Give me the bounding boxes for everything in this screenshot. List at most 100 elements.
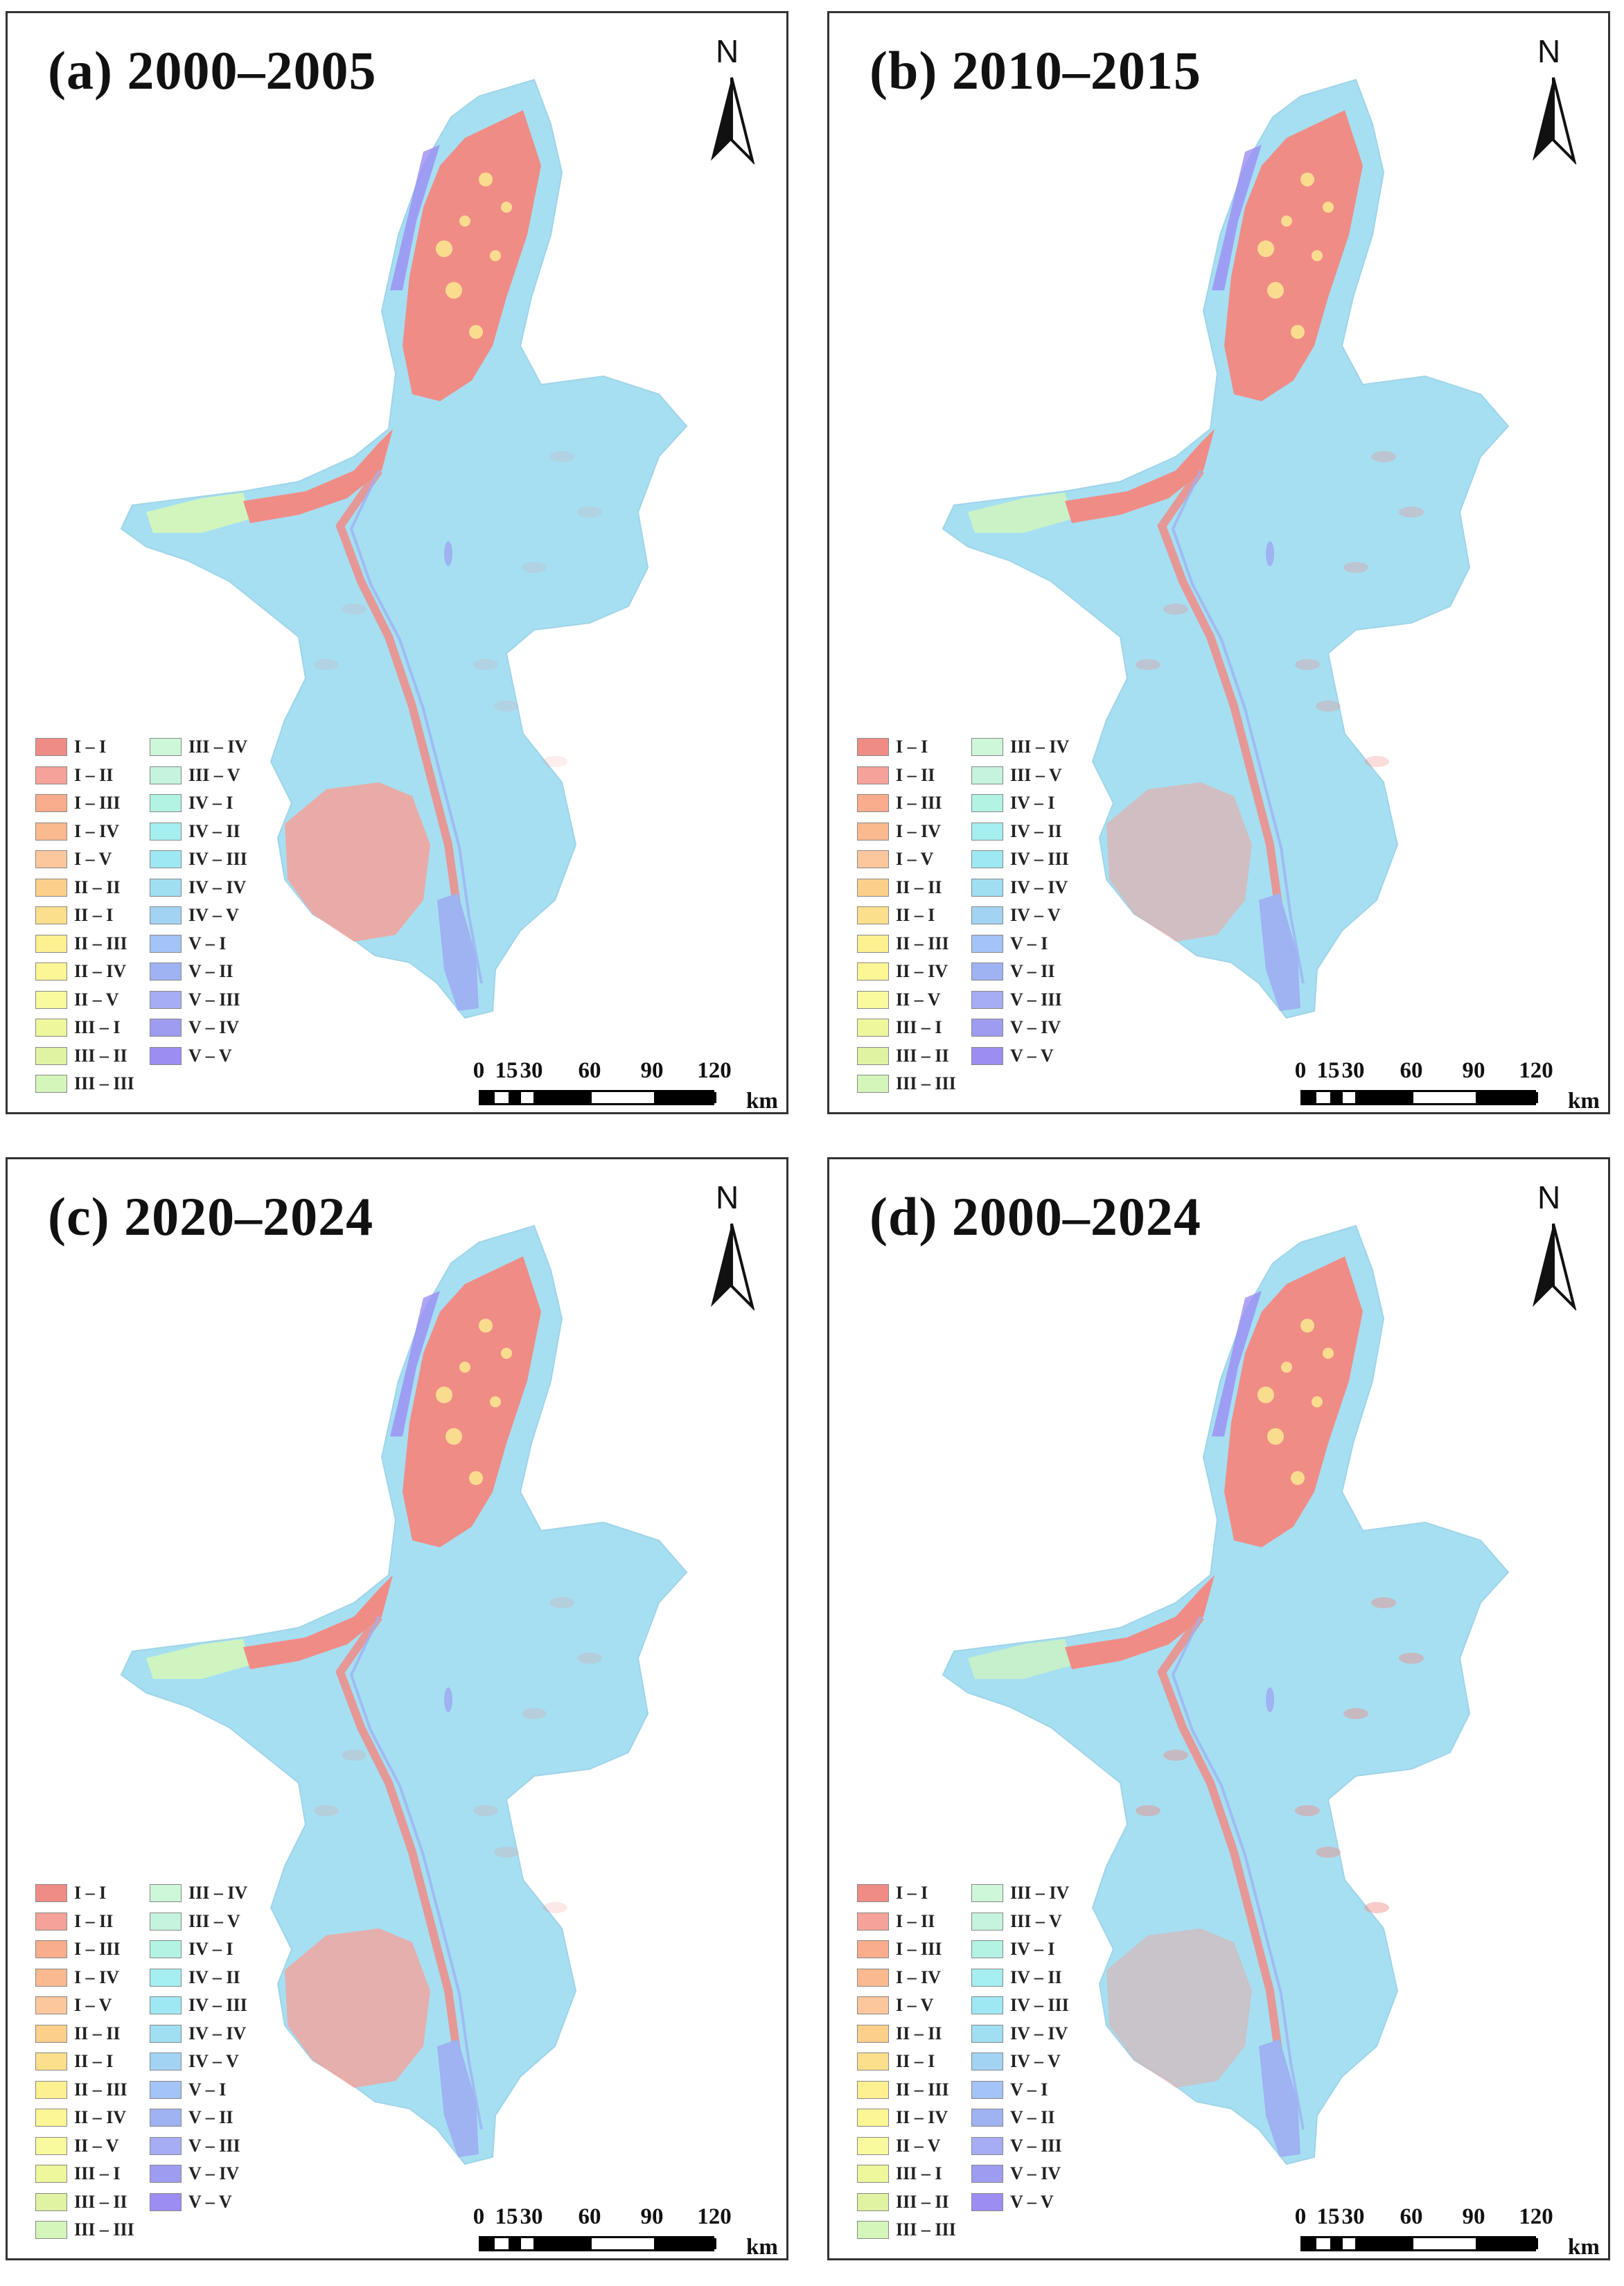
- scale-segment: [1355, 2238, 1413, 2249]
- legend-swatch: [857, 1019, 889, 1037]
- patch-class-ii-iii: [445, 282, 462, 299]
- legend-label: II – II: [74, 877, 121, 897]
- legend-item: V – V: [971, 2189, 1089, 2217]
- legend-label: IV – II: [1010, 820, 1062, 841]
- region-class-v-v-north: [390, 1291, 440, 1436]
- legend-label: V – V: [1010, 2191, 1054, 2212]
- legend-label: V – IV: [188, 2163, 240, 2183]
- legend-swatch: [971, 962, 1003, 981]
- legend-item: III – III: [857, 2217, 975, 2245]
- region-class-i-ii-south: [1106, 782, 1252, 942]
- legend-item: IV – III: [971, 846, 1089, 874]
- legend-label: V – IV: [188, 1017, 240, 1037]
- legend-item: II – I: [857, 2048, 975, 2077]
- patch-class-i-i: [342, 604, 367, 615]
- scale-bar: 0 15 30 60 90 120 km: [1273, 1058, 1600, 1112]
- scale-segment: [1330, 1092, 1343, 1103]
- legend-swatch: [971, 2052, 1003, 2070]
- legend-swatch: [971, 990, 1003, 1009]
- legend-item: II – I: [857, 902, 975, 931]
- patch-class-ii-iii: [1281, 216, 1292, 227]
- legend-label: III – I: [896, 1017, 942, 1037]
- legend-swatch: [857, 2165, 889, 2183]
- legend-label: III – II: [896, 2191, 949, 2212]
- legend-label: I – V: [896, 1995, 934, 2015]
- legend-swatch: [857, 1968, 889, 1987]
- scale-tick-label: 0: [1294, 2204, 1307, 2229]
- patch-class-i-i: [1136, 659, 1160, 670]
- patch-class-ii-iii: [1267, 1428, 1284, 1445]
- legend-item: IV – V: [150, 2048, 267, 2077]
- legend-label: IV – III: [1010, 849, 1069, 869]
- legend-item: IV – III: [971, 1992, 1089, 2021]
- legend-label: I – II: [896, 764, 935, 785]
- legend-item: I – III: [857, 790, 975, 818]
- patch-class-v-ii: [444, 541, 452, 566]
- north-label: N: [1537, 1179, 1561, 1215]
- legend-label: IV – V: [1010, 2051, 1061, 2071]
- scale-tick-label: 120: [697, 1058, 732, 1083]
- legend-item: III – II: [35, 1043, 153, 1071]
- patch-class-i-i: [1343, 562, 1368, 573]
- legend-item: V – IV: [150, 2161, 267, 2189]
- legend-item: II – V: [35, 2133, 153, 2161]
- region-class-i-i-belt: [243, 429, 393, 523]
- region-class-v-ii-south: [437, 2039, 479, 2157]
- patch-class-i-i: [1399, 1653, 1424, 1664]
- region-class-v-v-north: [390, 145, 440, 290]
- patch-class-ii-iii: [469, 325, 483, 339]
- legend-label: I – I: [896, 1883, 928, 1903]
- scale-segment: [495, 1092, 509, 1103]
- scale-tick-label: 60: [578, 2204, 601, 2229]
- legend-label: V – IV: [1010, 2163, 1061, 2183]
- legend-item: V – I: [150, 931, 267, 959]
- map-panel-b: (b) 2010–2015 N I – I I – II I – III I – IV I …: [827, 11, 1610, 1114]
- legend-item: III – I: [857, 2161, 975, 2189]
- scale-tick-label: 30: [1341, 1058, 1365, 1083]
- legend-swatch: [35, 850, 67, 868]
- legend-label: II – I: [74, 905, 114, 925]
- legend-swatch: [971, 822, 1003, 841]
- region-class-i-i-north: [1224, 1256, 1363, 1547]
- legend-item: I – II: [35, 1908, 153, 1937]
- legend-item: IV – I: [971, 790, 1089, 818]
- legend-label: III – I: [74, 2163, 121, 2183]
- legend-swatch: [971, 850, 1003, 868]
- legend-item: III – II: [857, 1043, 975, 1071]
- legend-item: I – V: [35, 846, 153, 874]
- scale-bar: 0 15 30 60 90 120 km: [1273, 2204, 1600, 2258]
- scale-tick-label: 15: [1316, 1058, 1340, 1083]
- legend-swatch: [150, 2136, 182, 2155]
- legend-label: V – V: [1010, 1045, 1054, 1066]
- scale-bar-strip: [1300, 2236, 1538, 2251]
- legend-label: III – III: [74, 2219, 134, 2240]
- legend-item: III – V: [150, 1908, 267, 1937]
- legend-swatch: [971, 2192, 1003, 2211]
- scale-segment: [521, 2238, 533, 2249]
- legend-item: V – IV: [150, 1014, 267, 1043]
- legend-label: IV – III: [1010, 1995, 1069, 2015]
- region-class-iii-iii: [146, 1639, 250, 1679]
- legend-item: V – V: [150, 1043, 267, 1071]
- legend-label: III – V: [188, 1910, 240, 1931]
- patch-class-ii-iii: [479, 1319, 493, 1333]
- legend-swatch: [971, 2080, 1003, 2099]
- patch-class-i-i: [1295, 1805, 1320, 1816]
- legend-item: I – V: [857, 1992, 975, 2021]
- scale-tick-label: 15: [495, 1058, 518, 1083]
- legend-item: I – III: [857, 1936, 975, 1964]
- legend-item: I – II: [35, 762, 153, 791]
- legend-swatch: [857, 822, 889, 841]
- scale-tick-label: 120: [697, 2204, 732, 2229]
- legend-swatch: [150, 794, 182, 812]
- scale-segment: [1316, 1092, 1330, 1103]
- legend-label: IV – I: [188, 1939, 233, 1959]
- legend-swatch: [150, 990, 182, 1009]
- legend-label: III – II: [74, 2191, 127, 2212]
- scale-tick-label: 15: [1316, 2204, 1340, 2229]
- legend-item: I – IV: [857, 818, 975, 847]
- legend-item: II – V: [857, 987, 975, 1015]
- legend-item: III – I: [857, 1014, 975, 1043]
- legend-label: III – II: [896, 1045, 949, 1066]
